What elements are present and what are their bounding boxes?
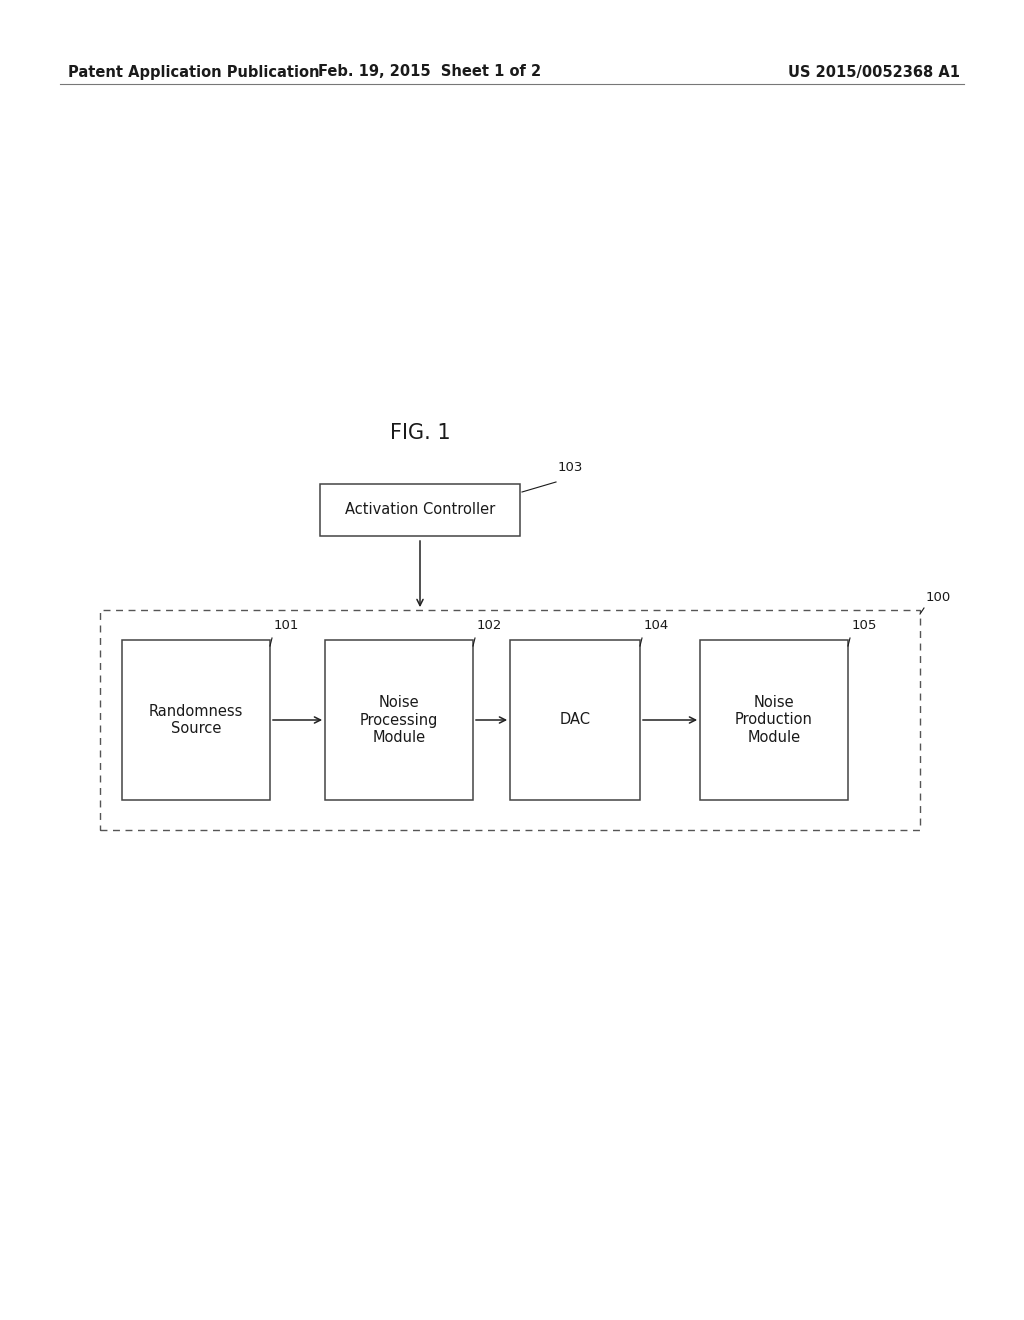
Text: 100: 100 — [926, 591, 951, 605]
Bar — [510, 640, 640, 800]
Text: FIG. 1: FIG. 1 — [390, 422, 451, 444]
Text: Noise
Processing
Module: Noise Processing Module — [359, 696, 438, 744]
Text: Noise
Production
Module: Noise Production Module — [735, 696, 813, 744]
Text: Randomness
Source: Randomness Source — [148, 704, 243, 737]
Text: US 2015/0052368 A1: US 2015/0052368 A1 — [788, 65, 961, 79]
Text: 105: 105 — [852, 619, 878, 632]
Text: DAC: DAC — [559, 713, 591, 727]
Bar — [325, 640, 473, 800]
Text: 104: 104 — [644, 619, 670, 632]
Text: Patent Application Publication: Patent Application Publication — [68, 65, 319, 79]
Bar — [122, 640, 270, 800]
Text: 103: 103 — [558, 461, 584, 474]
Text: 102: 102 — [477, 619, 503, 632]
Text: 101: 101 — [274, 619, 299, 632]
Bar — [319, 484, 520, 536]
Text: Activation Controller: Activation Controller — [345, 503, 496, 517]
Text: Feb. 19, 2015  Sheet 1 of 2: Feb. 19, 2015 Sheet 1 of 2 — [318, 65, 542, 79]
Bar — [700, 640, 848, 800]
Bar — [100, 610, 920, 830]
